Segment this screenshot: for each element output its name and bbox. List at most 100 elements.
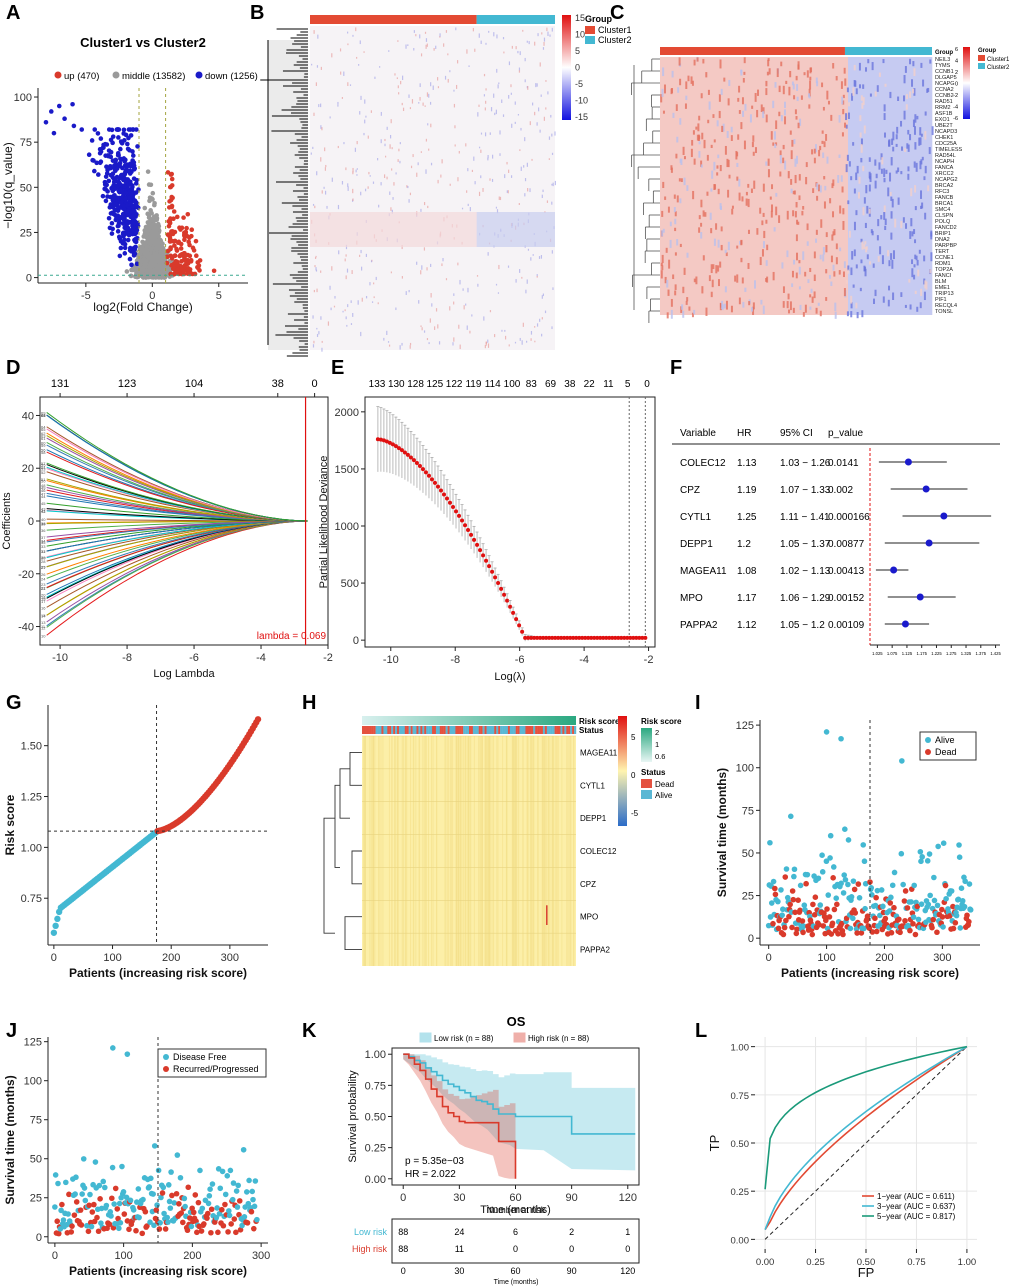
gene-label: TIMELESS: [935, 147, 963, 153]
heatmap-cell: [791, 283, 794, 288]
survival-point: [947, 913, 953, 919]
heatmap-cell: [493, 93, 495, 98]
heatmap-column: [928, 57, 933, 315]
survival-point: [52, 1204, 58, 1210]
status-cell: [556, 726, 559, 734]
heatmap-cell: [762, 305, 765, 315]
heatmap-streak: [394, 736, 396, 966]
heatmap-cell: [462, 288, 464, 291]
point-down: [133, 244, 138, 250]
heatmap-cell: [352, 313, 354, 317]
heatmap-column: [836, 57, 841, 315]
heatmap-cell: [668, 259, 671, 269]
x-tick-label: -5: [81, 290, 91, 302]
legend-label: Cluster1: [598, 25, 632, 35]
heatmap-cell: [397, 85, 399, 89]
heatmap-cell: [334, 295, 336, 299]
x-tick-label: 100: [817, 952, 835, 964]
heatmap-cell: [425, 38, 428, 42]
survival-point: [109, 1195, 115, 1202]
survival-point: [60, 1217, 67, 1223]
heatmap-cell: [904, 148, 907, 152]
heatmap-cell: [670, 167, 673, 173]
survival-point: [780, 906, 786, 913]
heatmap-cell: [551, 27, 553, 32]
heatmap-cell: [661, 265, 664, 271]
heatmap-cell: [907, 129, 910, 135]
survival-point: [68, 1229, 75, 1235]
heatmap-cell: [850, 267, 853, 276]
heatmap-cell: [391, 168, 393, 171]
survival-point: [811, 911, 818, 918]
point-up: [178, 227, 183, 232]
heatmap-cell: [897, 197, 900, 205]
survival-point: [219, 1168, 226, 1175]
survival-point: [185, 1184, 192, 1191]
heatmap-cell: [742, 301, 745, 308]
x-axis-label: Time (months): [480, 1204, 551, 1216]
survival-point: [768, 900, 775, 906]
heatmap-cell: [883, 104, 886, 112]
heatmap-cell: [383, 174, 386, 179]
x-tick-label: 0: [766, 952, 772, 964]
heatmap-column: [856, 57, 861, 315]
heatmap-cell: [805, 176, 808, 185]
heatmap-cell: [877, 256, 880, 262]
x-tick-label: 300: [221, 952, 239, 964]
survival-point: [855, 881, 862, 887]
survival-point: [924, 858, 931, 864]
point-middle: [124, 269, 130, 274]
gene-label: EME1: [935, 285, 950, 291]
coefficient-index: 60: [41, 440, 46, 445]
coefficient-index: 62: [41, 431, 46, 436]
status-cell: [367, 726, 370, 734]
survival-point: [162, 1226, 169, 1232]
heatmap-cell: [453, 301, 455, 305]
y-tick-label: 0.75: [731, 1091, 750, 1102]
heatmap-cell: [716, 172, 719, 176]
status-cell: [395, 726, 398, 734]
heatmap-cell: [863, 125, 866, 134]
heatmap-cell: [851, 251, 854, 260]
x-tick-label: -2: [644, 654, 654, 666]
heatmap-streak: [422, 736, 424, 966]
status-cell: [408, 726, 411, 734]
deviance-point: [589, 635, 594, 640]
heatmap-streak: [447, 736, 449, 966]
group-bar-cluster2: [476, 15, 555, 24]
heatmap-cell: [471, 169, 474, 172]
heatmap-cell: [792, 83, 795, 90]
heatmap-cell: [488, 30, 490, 33]
survival-point: [953, 912, 960, 919]
heatmap-cell: [909, 91, 912, 98]
survival-point: [88, 1223, 95, 1230]
heatmap-cell: [768, 68, 771, 75]
heatmap-cell: [487, 155, 489, 159]
heatmap-cell: [753, 180, 756, 189]
deviance-point: [438, 488, 443, 493]
x-tick-label: 0: [149, 290, 155, 302]
hazard-ratio: HR = 2.022: [405, 1169, 456, 1180]
survival-point: [123, 1194, 130, 1201]
heatmap-cell: [674, 218, 677, 225]
heatmap-column: [768, 57, 773, 315]
status-cell: [548, 726, 551, 734]
heatmap-cell: [850, 295, 853, 304]
heatmap-cell: [905, 223, 908, 229]
survival-point: [95, 1228, 102, 1235]
heatmap-cell: [835, 76, 838, 81]
heatmap-cell: [445, 278, 448, 281]
heatmap-cell: [868, 184, 871, 192]
heatmap-cell: [786, 250, 789, 258]
heatmap-cell: [832, 63, 835, 69]
heatmap-streak: [372, 736, 374, 966]
coefficient-index: 22: [41, 585, 46, 590]
heatmap-cell: [401, 102, 403, 106]
heatmap-cell: [316, 333, 319, 337]
heatmap-cell: [920, 288, 923, 296]
deviance-point: [526, 635, 531, 640]
coefficient-index: 49: [41, 486, 46, 491]
survival-point: [784, 894, 791, 901]
heatmap-streak: [428, 736, 430, 966]
